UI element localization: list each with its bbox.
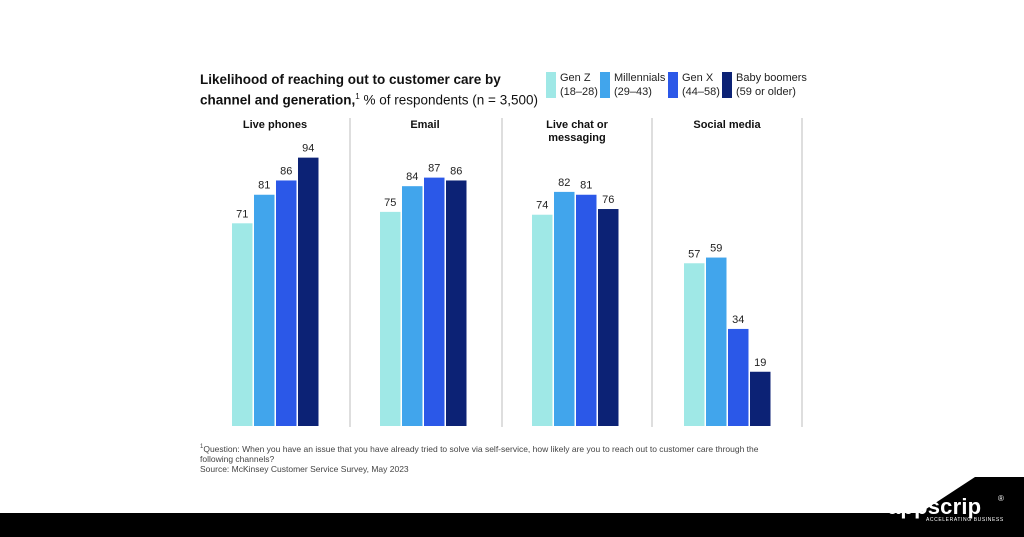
legend-label-gen-x: Gen X — [682, 72, 714, 84]
legend-range-gen-z: (18–28) — [560, 86, 598, 98]
bar-social-media-millennials — [706, 257, 727, 426]
bar-live-phones-gen-x — [276, 180, 297, 426]
bar-label-social-media-gen-z: 57 — [688, 248, 700, 260]
bar-live-phones-baby-boomers — [298, 157, 319, 426]
panel-title-live-phones: Live phones — [243, 119, 307, 131]
panel-title-live-chat-or-messaging-line-0: Live chat or — [546, 119, 608, 131]
bar-label-live-phones-baby-boomers: 94 — [302, 143, 314, 155]
bar-label-live-chat-or-messaging-gen-z: 74 — [536, 200, 548, 212]
legend-label-gen-z: Gen Z — [560, 72, 591, 84]
chart-title: Likelihood of reaching out to customer c… — [200, 71, 540, 109]
brand-name: appscrip — [888, 494, 982, 519]
legend-swatch-gen-x — [668, 72, 678, 98]
bar-label-email-baby-boomers: 86 — [450, 165, 462, 177]
legend-text-baby-boomers: Baby boomers (59 or older) — [736, 71, 807, 99]
legend-swatch-baby-boomers — [722, 72, 732, 98]
bar-live-phones-gen-z — [232, 223, 253, 426]
footer-band-shape — [0, 477, 1024, 537]
legend-label-baby-boomers: Baby boomers — [736, 72, 807, 84]
bar-label-live-chat-or-messaging-millennials: 82 — [558, 177, 570, 189]
bar-label-email-gen-x: 87 — [428, 163, 440, 175]
bar-social-media-baby-boomers — [750, 371, 771, 426]
chart-title-bold: Likelihood of reaching out to customer c… — [200, 72, 501, 108]
bar-label-live-chat-or-messaging-gen-x: 81 — [580, 180, 592, 192]
bar-social-media-gen-z — [684, 263, 705, 426]
legend-swatch-gen-z — [546, 72, 556, 98]
footnote: 1Question: When you have an issue that y… — [200, 442, 780, 474]
bar-label-email-millennials: 84 — [406, 171, 418, 183]
footnote-question: Question: When you have an issue that yo… — [200, 443, 759, 464]
panel-title-live-chat-or-messaging-line-1: messaging — [548, 132, 605, 144]
bar-label-live-phones-gen-z: 71 — [236, 208, 248, 220]
bar-label-live-phones-millennials: 81 — [258, 180, 270, 192]
bar-live-chat-or-messaging-gen-z — [532, 214, 553, 426]
chart-title-footnote-mark: 1 — [355, 92, 360, 101]
footnote-source: Source: McKinsey Customer Service Survey… — [200, 463, 409, 474]
bar-live-phones-millennials — [254, 194, 275, 426]
legend-text-gen-z: Gen Z (18–28) — [560, 71, 598, 99]
footnote-question-line: 1Question: When you have an issue that y… — [200, 442, 780, 464]
bar-label-social-media-baby-boomers: 19 — [754, 357, 766, 369]
bar-label-live-chat-or-messaging-baby-boomers: 76 — [602, 194, 614, 206]
bar-email-baby-boomers — [446, 180, 467, 426]
bar-label-email-gen-z: 75 — [384, 197, 396, 209]
brand-tagline: ACCELERATING BUSINESS — [926, 517, 1004, 523]
footnote-mark: 1 — [200, 444, 204, 450]
bar-email-millennials — [402, 186, 423, 426]
legend-text-millennials: Millennials (29–43) — [614, 71, 665, 99]
legend-text-gen-x: Gen X (44–58) — [682, 71, 720, 99]
bar-live-chat-or-messaging-gen-x — [576, 194, 597, 426]
bar-live-chat-or-messaging-millennials — [554, 191, 575, 426]
brand-registered-mark: ® — [998, 494, 1004, 503]
bar-email-gen-x — [424, 177, 445, 426]
bar-live-chat-or-messaging-baby-boomers — [598, 209, 619, 426]
legend-range-gen-x: (44–58) — [682, 86, 720, 98]
bar-email-gen-z — [380, 211, 401, 426]
bar-label-social-media-gen-x: 34 — [732, 314, 744, 326]
legend-range-baby-boomers: (59 or older) — [736, 86, 796, 98]
legend-range-millennials: (29–43) — [614, 86, 652, 98]
panel-title-social-media: Social media — [693, 119, 761, 131]
brand-logo: appscrip ® ACCELERATING BUSINESS — [888, 494, 1004, 523]
legend-label-millennials: Millennials — [614, 72, 666, 84]
chart-title-subtitle: % of respondents (n = 3,500) — [359, 92, 538, 108]
bar-social-media-gen-x — [728, 328, 749, 426]
panel-title-email: Email — [410, 119, 439, 131]
bar-label-social-media-millennials: 59 — [710, 243, 722, 255]
bar-label-live-phones-gen-x: 86 — [280, 165, 292, 177]
legend-swatch-millennials — [600, 72, 610, 98]
